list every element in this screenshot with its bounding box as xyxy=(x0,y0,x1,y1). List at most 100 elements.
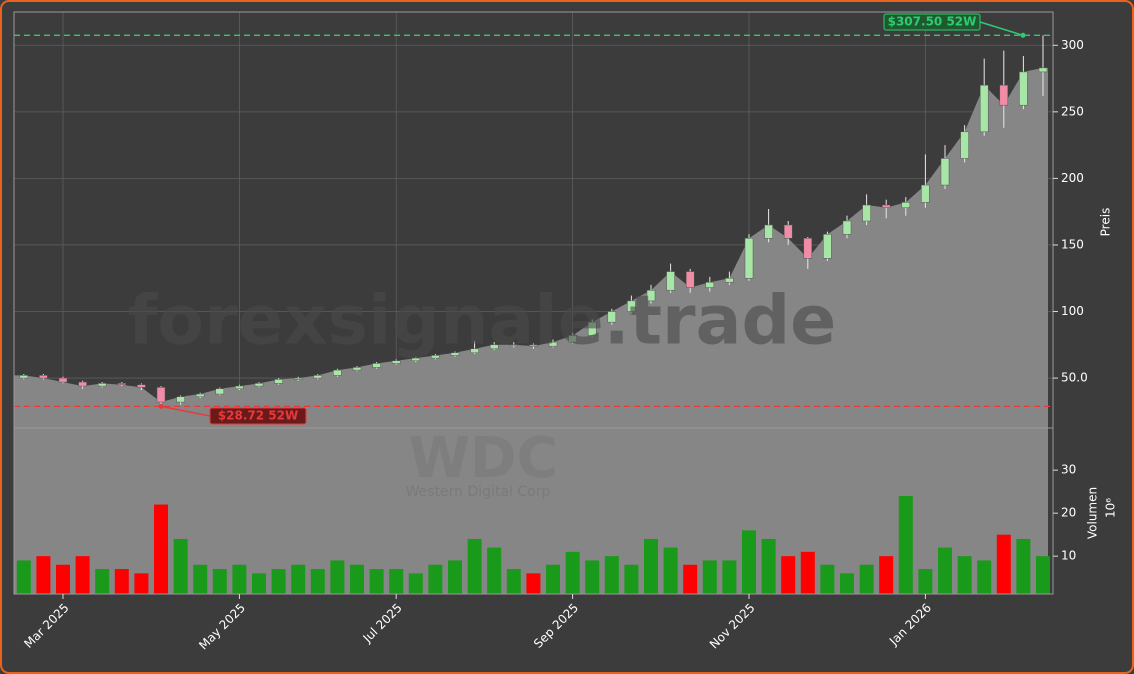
volume-bar xyxy=(389,569,404,594)
candle-body xyxy=(235,385,244,389)
y-tick-label: 100 xyxy=(1061,304,1084,318)
volume-bar xyxy=(506,569,521,594)
candle-body xyxy=(489,344,499,350)
volume-bar xyxy=(350,564,364,594)
candle-body xyxy=(646,289,656,302)
y-tick-label: 150 xyxy=(1061,237,1084,251)
candle-body xyxy=(744,238,754,279)
annotation-arrow xyxy=(979,21,1024,37)
volume-bar xyxy=(781,556,796,594)
volume-bar xyxy=(565,551,580,594)
volume-bar xyxy=(683,564,698,594)
volume-bar xyxy=(173,538,188,594)
candle-body xyxy=(1038,67,1048,73)
candle-body xyxy=(529,344,538,347)
candle-body xyxy=(803,238,813,259)
volume-tick-label: 20 xyxy=(1061,506,1076,520)
volume-tick-label: 30 xyxy=(1061,463,1076,477)
volume-bar xyxy=(938,547,952,594)
volume-bar xyxy=(114,569,129,594)
volume-bar xyxy=(1036,556,1050,594)
candle-body xyxy=(921,184,930,203)
candle-body xyxy=(58,377,68,383)
candle-body xyxy=(979,84,989,133)
volume-bar xyxy=(369,569,384,594)
volume-bar xyxy=(624,564,639,594)
volume-offset-label: 10⁶ xyxy=(1104,498,1118,518)
volume-bar xyxy=(291,564,306,594)
candle-body xyxy=(431,355,440,359)
volume-bar xyxy=(722,560,737,594)
candle-body xyxy=(156,387,166,403)
candle-body xyxy=(39,375,48,379)
candle-body xyxy=(940,158,950,186)
candle-body xyxy=(627,300,636,312)
volume-bar xyxy=(663,547,678,594)
annotation-box xyxy=(209,407,307,425)
volume-bar xyxy=(154,504,168,594)
y-tick-label: 50.0 xyxy=(1061,371,1088,385)
volume-bar xyxy=(467,538,482,594)
price-area xyxy=(14,67,1048,428)
candle-body xyxy=(764,224,773,239)
candle-body xyxy=(293,377,303,380)
y-axis-label: Preis xyxy=(1099,208,1113,237)
volume-bar xyxy=(16,560,31,594)
annotation-label: $307.50 52W xyxy=(888,15,977,29)
candle-body xyxy=(881,204,891,208)
volume-bar xyxy=(271,569,286,594)
candle-body xyxy=(333,369,342,376)
volume-bar xyxy=(134,573,149,594)
volume-bar xyxy=(448,560,462,594)
watermark: forexsignale.trade xyxy=(128,282,837,361)
volume-bar xyxy=(310,569,325,594)
annotation-label: $28.72 52W xyxy=(218,409,298,423)
candle-body xyxy=(137,384,146,388)
candle-body xyxy=(352,367,362,371)
volume-bar xyxy=(428,564,443,594)
candle-body xyxy=(372,363,381,368)
volume-bar xyxy=(95,569,110,594)
volume-bar xyxy=(957,556,972,594)
y-tick-label: 200 xyxy=(1061,171,1084,185)
candle-body xyxy=(176,396,185,403)
candle-body xyxy=(78,381,87,387)
volume-axis-label: Volumen xyxy=(1086,487,1100,539)
candle-body xyxy=(685,271,695,288)
candle-body xyxy=(587,321,597,336)
volume-bar xyxy=(820,564,835,594)
volume-bar xyxy=(644,538,658,594)
candle-body xyxy=(19,375,29,379)
volume-tick-label: 10 xyxy=(1061,549,1076,563)
candle-body xyxy=(960,131,969,159)
volume-bar xyxy=(487,547,502,594)
volume-bar xyxy=(977,560,992,594)
volume-bar xyxy=(859,564,874,594)
annotation-box xyxy=(883,13,981,31)
candle-body xyxy=(1019,71,1028,106)
volume-bar xyxy=(232,564,247,594)
candle-body xyxy=(999,84,1009,106)
annotation-arrow xyxy=(160,405,211,417)
candle-body xyxy=(725,277,734,283)
candle-body xyxy=(391,360,401,364)
candle-body xyxy=(274,379,283,384)
volume-bar xyxy=(996,534,1011,594)
candle-body xyxy=(470,348,479,354)
y-tick-label: 250 xyxy=(1061,104,1084,118)
candle-body xyxy=(215,388,225,395)
volume-bar xyxy=(330,560,345,594)
volume-bar xyxy=(918,569,933,594)
volume-bar xyxy=(898,495,913,594)
candle-body xyxy=(666,271,675,291)
volume-bar xyxy=(546,564,560,594)
candle-body xyxy=(117,383,127,385)
volume-bar xyxy=(75,556,90,594)
candle-body xyxy=(783,224,793,239)
volume-bar xyxy=(742,530,756,594)
volume-bar xyxy=(212,569,227,594)
candle-body xyxy=(823,234,832,259)
volume-bar xyxy=(702,560,717,594)
candle-body xyxy=(450,352,460,356)
